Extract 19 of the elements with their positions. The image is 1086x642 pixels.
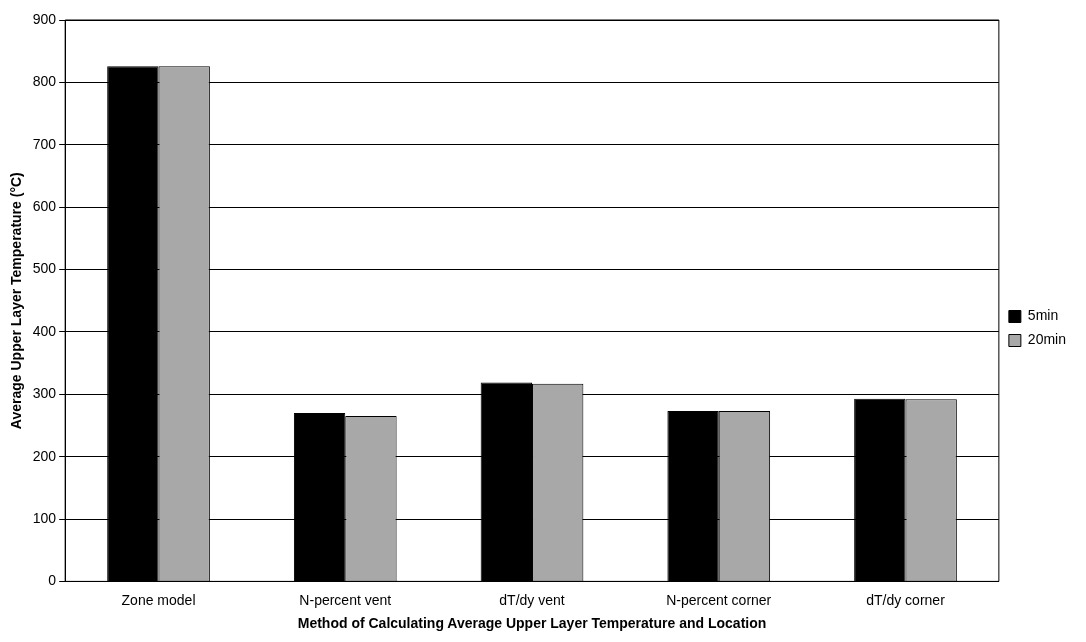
y-tick-label: 800	[32, 73, 57, 90]
y-axis-title: Average Upper Layer Temperature (°C)	[8, 172, 25, 430]
y-tick-label: 700	[32, 135, 57, 152]
x-tick-label: Zone model	[121, 591, 196, 608]
y-tick-label: 300	[32, 385, 57, 402]
legend-label: 5min	[1027, 307, 1059, 324]
x-axis-title: Method of Calculating Average Upper Layer Temperature and Location	[297, 615, 767, 632]
x-tick-label: N-percent vent	[299, 591, 392, 608]
y-tick-label: 600	[32, 197, 57, 214]
x-tick-label: N-percent corner	[666, 591, 772, 608]
y-tick-label: 500	[32, 260, 57, 277]
y-tick-label: 200	[32, 447, 57, 464]
y-tick-label: 100	[32, 509, 57, 526]
x-tick-label: dT/dy vent	[499, 591, 565, 608]
legend-label: 20min	[1027, 331, 1067, 348]
x-tick-label: dT/dy corner	[866, 591, 946, 608]
y-tick-label: 0	[48, 572, 57, 589]
y-tick-label: 900	[32, 10, 57, 27]
y-tick-label: 400	[32, 322, 57, 339]
